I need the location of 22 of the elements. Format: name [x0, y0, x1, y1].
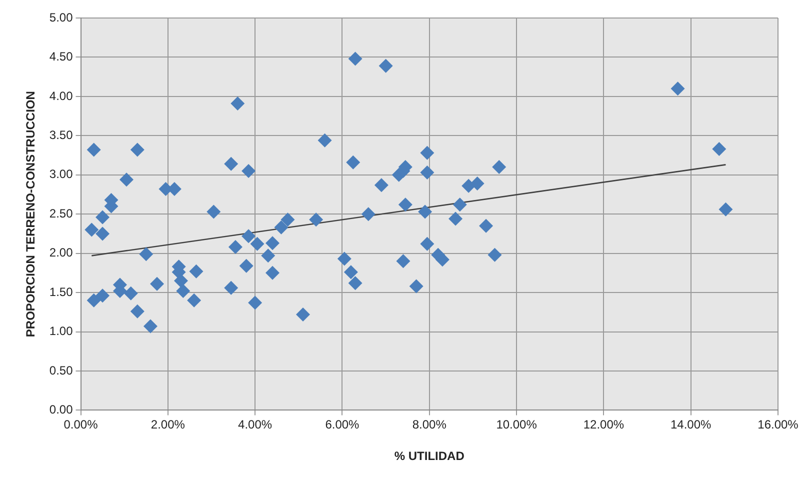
x-tick-label: 16.00%: [758, 418, 799, 432]
y-tick-label: 3.50: [49, 128, 74, 142]
x-tick-label: 4.00%: [238, 418, 272, 432]
y-tick-label: 0.50: [49, 363, 74, 378]
x-tick-label: 6.00%: [325, 418, 360, 432]
y-tick-label: 3.00: [49, 167, 74, 182]
y-tick-label: 1.50: [49, 284, 74, 299]
y-tick-label: 0.00: [49, 402, 74, 417]
y-tick-label: 2.50: [49, 206, 74, 220]
y-tick-label: 4.00: [49, 88, 74, 103]
x-tick-label: 10.00%: [496, 418, 538, 432]
x-tick-label: 8.00%: [412, 418, 447, 432]
y-axis-title: PROPORCION TERRENO-CONSTRUCCION: [24, 91, 38, 338]
y-tick-label: 4.50: [49, 50, 74, 64]
y-tick-label: 1.00: [49, 324, 74, 338]
y-tick-label: 5.00: [49, 10, 74, 24]
x-tick-label: 0.00%: [64, 418, 98, 432]
x-tick-label: 2.00%: [150, 418, 186, 432]
x-tick-label: 12.00%: [583, 418, 624, 432]
x-axis-title: % UTILIDAD: [394, 449, 465, 464]
x-tick-label: 14.00%: [670, 418, 712, 432]
y-tick-label: 2.00: [49, 246, 74, 260]
